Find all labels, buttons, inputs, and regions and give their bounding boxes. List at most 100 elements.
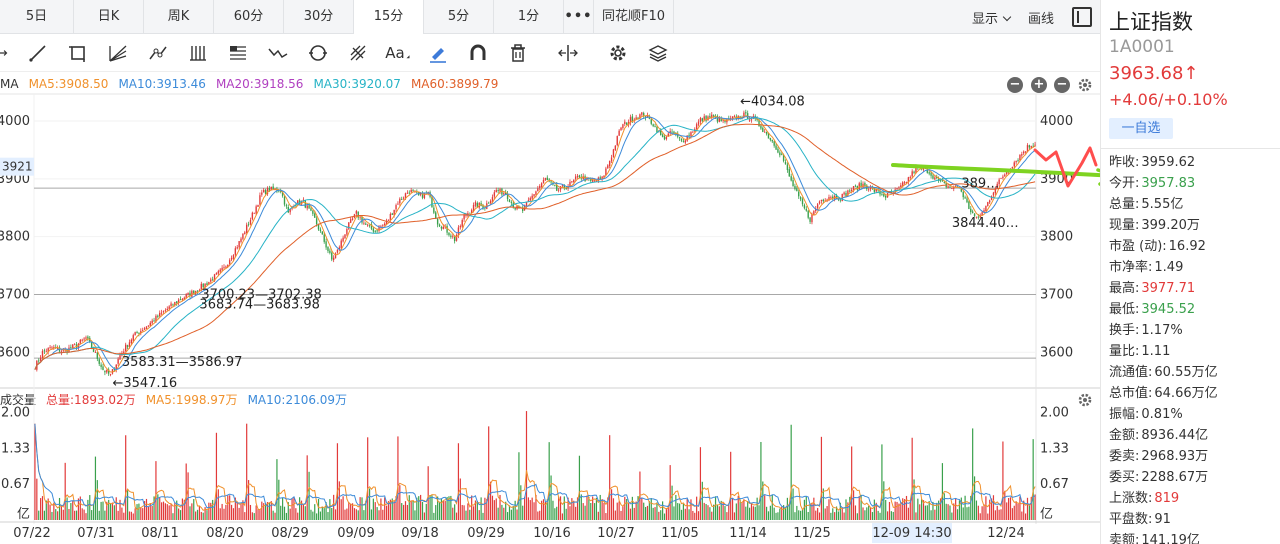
candle-body bbox=[939, 180, 942, 181]
x-tick-label: 12-09 14:30 bbox=[872, 526, 951, 541]
pitchfork-tool-icon[interactable] bbox=[338, 34, 378, 72]
volume-bar bbox=[798, 510, 800, 520]
magnet-icon[interactable] bbox=[458, 34, 498, 72]
candle-body bbox=[349, 219, 352, 223]
volume-bar bbox=[520, 485, 522, 520]
candle-body bbox=[643, 113, 645, 116]
candle-body bbox=[781, 154, 783, 156]
candle-body bbox=[272, 186, 274, 190]
candle-body bbox=[867, 189, 870, 191]
volume-bar bbox=[138, 503, 140, 520]
sidebar-toggle-icon[interactable] bbox=[1072, 7, 1092, 27]
candle-body bbox=[750, 119, 753, 121]
tab-6[interactable]: 5分 bbox=[424, 0, 494, 34]
volume-bar bbox=[990, 498, 993, 520]
tab-9[interactable]: 同花顺F10 bbox=[594, 0, 674, 34]
volume-bar bbox=[121, 507, 123, 520]
volume-bar bbox=[989, 499, 991, 520]
tab-3[interactable]: 60分 bbox=[214, 0, 284, 34]
display-menu[interactable]: 显示 bbox=[972, 8, 1012, 27]
layers-icon[interactable] bbox=[638, 34, 678, 72]
candle-body bbox=[830, 197, 832, 199]
tab-1[interactable]: 日K bbox=[74, 0, 144, 34]
x-tick-label: 12/24 bbox=[987, 526, 1024, 541]
volume-bar bbox=[1006, 502, 1008, 520]
candle-body bbox=[584, 176, 586, 182]
split-view-icon[interactable] bbox=[538, 34, 598, 72]
volume-bar bbox=[185, 463, 187, 520]
draw-line-button[interactable]: 画线 bbox=[1027, 11, 1054, 27]
volume-bar bbox=[626, 499, 628, 520]
volume-bar bbox=[463, 505, 465, 520]
wave-tool-icon[interactable] bbox=[258, 34, 298, 72]
volume-bar bbox=[860, 494, 862, 520]
tab-0[interactable]: 5日 bbox=[0, 0, 74, 34]
candle-body bbox=[268, 187, 271, 192]
fan-tool-icon[interactable] bbox=[98, 34, 138, 72]
volume-bar bbox=[51, 511, 53, 520]
trash-icon[interactable] bbox=[498, 34, 538, 72]
volume-bar bbox=[849, 496, 851, 520]
candle-body bbox=[712, 115, 715, 117]
cycle-tool-icon[interactable] bbox=[298, 34, 338, 72]
volume-bar bbox=[868, 505, 870, 520]
x-tick-label: 10/16 bbox=[533, 526, 570, 541]
fibonacci-tool-icon[interactable] bbox=[218, 34, 258, 72]
zoom-out-icon[interactable]: − bbox=[1007, 77, 1023, 93]
channel-tool-icon[interactable] bbox=[178, 34, 218, 72]
candle-body bbox=[72, 344, 74, 348]
price-marker-bg bbox=[0, 157, 34, 176]
volume-bar bbox=[841, 507, 843, 520]
line-tool-icon[interactable] bbox=[18, 34, 58, 72]
volume-bar bbox=[834, 512, 836, 520]
candle-body bbox=[990, 196, 993, 200]
price-annotation: 3844.40… bbox=[952, 216, 1019, 231]
x-tick-label: 11/25 bbox=[793, 526, 830, 541]
tab-8[interactable]: ••• bbox=[564, 0, 594, 34]
gear-icon[interactable] bbox=[598, 34, 638, 72]
add-watchlist-button[interactable]: 一自选 bbox=[1109, 118, 1173, 139]
volume-settings-icon[interactable] bbox=[1077, 392, 1093, 408]
candle-body bbox=[109, 374, 112, 375]
stat-row: 平盘数: 91 bbox=[1109, 509, 1218, 530]
candle-body bbox=[376, 230, 378, 232]
chart-settings-icon[interactable] bbox=[1077, 77, 1093, 93]
tab-5[interactable]: 15分 bbox=[354, 0, 424, 34]
zoom-in-icon[interactable]: + bbox=[1031, 77, 1047, 93]
volume-bar bbox=[752, 506, 754, 520]
candle-body bbox=[695, 124, 698, 130]
volume-bar bbox=[176, 500, 178, 520]
stat-row: 卖额: 141.19亿 bbox=[1109, 530, 1218, 544]
volume-bar bbox=[826, 506, 828, 520]
tabbar-right: 显示 画线 bbox=[972, 0, 1100, 34]
candle-body bbox=[164, 310, 167, 312]
tab-2[interactable]: 周K bbox=[144, 0, 214, 34]
candle-body bbox=[419, 192, 422, 195]
tab-4[interactable]: 30分 bbox=[284, 0, 354, 34]
arrow-tool-icon[interactable] bbox=[0, 34, 18, 72]
crop-tool-icon[interactable] bbox=[58, 34, 98, 72]
candle-body bbox=[616, 136, 618, 146]
polyline-tool-icon[interactable] bbox=[138, 34, 178, 72]
index-code: 1A0001 bbox=[1109, 37, 1175, 57]
tab-7[interactable]: 1分 bbox=[494, 0, 564, 34]
volume-bar bbox=[236, 502, 238, 520]
volume-bar bbox=[316, 513, 318, 520]
pen-tool-icon[interactable] bbox=[418, 34, 458, 72]
candle-body bbox=[263, 189, 265, 193]
candle-body bbox=[261, 192, 263, 195]
candle-body bbox=[372, 228, 375, 232]
candle-body bbox=[238, 241, 240, 248]
volume-bar bbox=[416, 497, 418, 520]
stat-label: 市盈 (动): bbox=[1109, 239, 1167, 254]
volume-bar bbox=[38, 510, 40, 520]
volume-bar bbox=[788, 505, 790, 520]
text-tool-icon[interactable]: Aa bbox=[378, 34, 418, 72]
candle-body bbox=[378, 227, 380, 231]
collapse-icon[interactable]: − bbox=[1054, 77, 1070, 93]
candle-body bbox=[546, 177, 548, 181]
stat-row: 委买: 2288.67万 bbox=[1109, 467, 1218, 488]
candle-body bbox=[856, 186, 859, 190]
volume-bar bbox=[342, 496, 344, 520]
